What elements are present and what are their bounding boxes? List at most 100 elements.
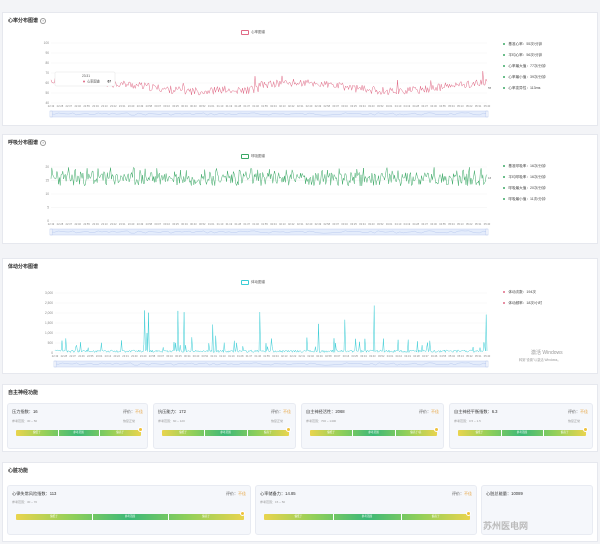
zoom-handle-right bbox=[485, 110, 489, 118]
x-tick-label: 02:31 bbox=[299, 354, 306, 358]
x-tick-label: 02:22 bbox=[290, 354, 297, 358]
zoom-slider bbox=[54, 360, 488, 368]
x-tick-label: 01:01 bbox=[208, 104, 215, 108]
tooltip-label: 心率图谱 bbox=[87, 79, 101, 84]
range-divider bbox=[394, 430, 396, 436]
x-tick-label: 05:22 bbox=[466, 354, 473, 358]
range-bar: 偏低于 参考范围 偏高于 bbox=[458, 426, 589, 436]
chart-legend[interactable]: 呼吸图谱 bbox=[241, 154, 265, 159]
range-segment-label: 偏低于 bbox=[294, 515, 303, 518]
stat-dot bbox=[503, 301, 506, 305]
x-tick-label: 02:49 bbox=[316, 354, 323, 358]
heart-rate-series bbox=[50, 70, 488, 96]
x-tick-label: 23:49 bbox=[140, 354, 147, 358]
x-tick-label: 05:31 bbox=[475, 104, 482, 108]
range-segment-label: 参考范围 bbox=[124, 515, 136, 518]
zoom-slider-preview bbox=[50, 112, 488, 116]
x-tick-label: 23:13 bbox=[101, 222, 108, 226]
x-tick-label: 01:55 bbox=[261, 222, 268, 226]
x-tick-label: 04:46 bbox=[430, 222, 437, 226]
y-tick-label: 2,000 bbox=[45, 311, 53, 315]
x-tick-label: 00:34 bbox=[181, 104, 188, 108]
help-icon[interactable]: ? bbox=[40, 139, 47, 146]
y-tick-label: 80 bbox=[45, 61, 49, 65]
value-marker bbox=[434, 426, 440, 432]
x-tick-label: 02:40 bbox=[306, 222, 313, 226]
reference-range: 参考范围：0.5 ~ 1.5 bbox=[454, 419, 481, 423]
help-icon[interactable]: ? bbox=[40, 17, 47, 24]
x-tick-label: 22:19 bbox=[48, 222, 55, 226]
y-tick-label: 60 bbox=[45, 81, 49, 85]
x-tick-label: 22:28 bbox=[57, 104, 64, 108]
restore-normal-note: 恢复正常 bbox=[123, 419, 136, 423]
zoom-handle-left bbox=[49, 110, 53, 118]
metric-label: 压力指数：16 bbox=[12, 409, 38, 414]
range-bar: 偏低于 参考范围 偏高于 bbox=[16, 510, 246, 520]
x-tick-label: 22:28 bbox=[61, 354, 68, 358]
x-tick-label: 01:10 bbox=[217, 222, 224, 226]
y-tick-label: 40 bbox=[45, 101, 49, 105]
x-tick-label: 04:46 bbox=[430, 104, 437, 108]
heart-rate-panel: 心率分布图谱? 心率图谱 100 90 80 70 60 50 40 23:31 心率图谱 67 5… bbox=[2, 12, 598, 126]
x-tick-label: 03:07 bbox=[332, 104, 339, 108]
range-segment-label: 偏高于 bbox=[263, 431, 272, 434]
restore-normal-note: 恢复正常 bbox=[271, 419, 284, 423]
x-tick-label: 02:04 bbox=[270, 222, 277, 226]
x-tick-label: 02:40 bbox=[307, 354, 314, 358]
x-tick-label: 02:22 bbox=[288, 222, 295, 226]
x-tick-label: 03:16 bbox=[341, 104, 348, 108]
last-value-label: 16 bbox=[488, 176, 491, 180]
respiration-series bbox=[50, 167, 488, 187]
x-tick-label: 00:43 bbox=[190, 104, 197, 108]
x-tick-label: 05:40 bbox=[484, 222, 491, 226]
range-divider bbox=[543, 430, 544, 436]
x-tick-label: 23:22 bbox=[110, 104, 117, 108]
respiration-stats: 基准呼吸率：16次/分钟 平均呼吸率：16次/分钟 呼吸最大值：20次/分钟 呼吸最小… bbox=[503, 161, 546, 205]
y-tick-label: 70 bbox=[45, 71, 49, 75]
range-bar: 偏低于 参考范围 偏高于 bbox=[162, 426, 292, 436]
metric-evaluation: 评价：不佳 bbox=[226, 491, 246, 496]
x-tick-label: 01:28 bbox=[237, 354, 244, 358]
reference-range: 参考范围：30 ~ 50 bbox=[12, 419, 38, 423]
tooltip-value: 67 bbox=[107, 80, 111, 84]
x-tick-label: 02:13 bbox=[281, 354, 288, 358]
x-tick-label: 23:49 bbox=[137, 222, 144, 226]
x-tick-label: 00:25 bbox=[172, 222, 179, 226]
x-tick-label: 03:43 bbox=[368, 222, 375, 226]
chart-legend[interactable]: 体动图谱 bbox=[241, 280, 265, 285]
x-tick-label: 02:40 bbox=[306, 104, 313, 108]
range-segment-label: 参考范围 bbox=[73, 431, 84, 434]
range-segment-label: 偏高于 bbox=[202, 515, 210, 518]
range-bar: 偏低于 参考范围 偏高于/高 bbox=[310, 426, 440, 436]
range-divider bbox=[92, 514, 93, 520]
range-segment-label: 偏低于 bbox=[179, 431, 188, 434]
x-tick-label: 05:40 bbox=[484, 104, 491, 108]
metric-evaluation: 评价：不佳 bbox=[568, 409, 588, 414]
x-tick-label: 23:40 bbox=[128, 104, 135, 108]
x-tick-label: 01:55 bbox=[261, 104, 268, 108]
x-tick-label: 05:04 bbox=[448, 104, 455, 108]
y-tick-label: 100 bbox=[44, 41, 50, 45]
stat-dot bbox=[503, 197, 506, 201]
value-marker bbox=[466, 510, 472, 516]
x-tick-label: 00:16 bbox=[163, 104, 170, 108]
metric-evaluation: 评价：不佳 bbox=[452, 491, 472, 496]
range-segment-label: 偏高于 bbox=[431, 515, 440, 518]
zoom-slider-preview bbox=[50, 230, 488, 234]
x-tick-label: 04:55 bbox=[440, 354, 447, 358]
range-segment-label: 偏高于 bbox=[116, 431, 125, 434]
x-tick-label: 23:04 bbox=[96, 354, 103, 358]
chart-legend[interactable]: 心率图谱 bbox=[241, 30, 265, 35]
x-tick-label: 04:37 bbox=[421, 222, 428, 226]
metric-card: 心律失常风险指数：113 评价：不佳 参考范围：30 ~ 70 偏低于 参考范围 偏高于 bbox=[7, 485, 251, 535]
x-tick-label: 05:40 bbox=[484, 354, 491, 358]
range-segment-label: 偏低于 bbox=[50, 515, 58, 518]
tooltip-time: 23:31 bbox=[82, 74, 90, 78]
x-tick-label: 01:37 bbox=[246, 354, 253, 358]
stat-dot bbox=[503, 290, 506, 294]
respiration-chart[interactable]: 20 15 10 5 0 16 22:19 22:28 22:37 22:46 22:55 23:04… bbox=[41, 161, 491, 243]
x-tick-label: 23:49 bbox=[137, 104, 144, 108]
stat-item: 平均呼吸率：16次/分钟 bbox=[503, 172, 546, 183]
